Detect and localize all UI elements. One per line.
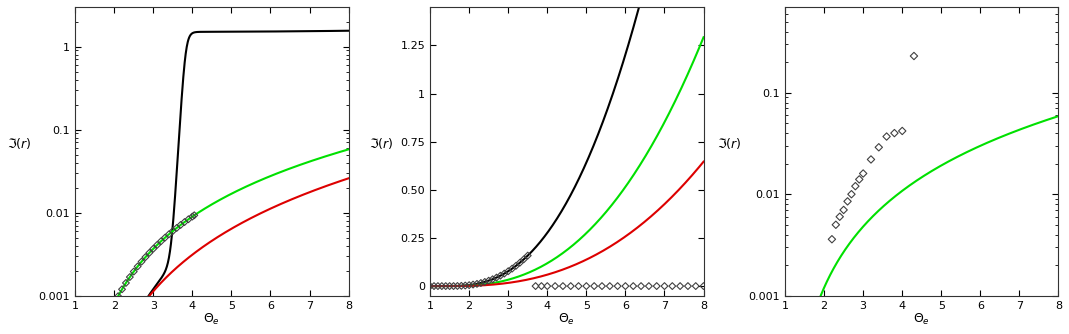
Point [515,257,532,262]
Point [508,263,525,269]
Point [156,235,173,240]
Point [125,269,142,274]
Point [137,255,154,260]
Point [180,217,197,222]
Point [468,281,485,287]
Point [425,284,443,289]
Point [133,259,150,264]
X-axis label: $\Theta_e$: $\Theta_e$ [558,312,575,327]
Point [118,280,135,286]
Point [570,284,587,289]
X-axis label: $\Theta_e$: $\Theta_e$ [203,312,220,327]
Point [593,284,610,289]
Point [437,284,454,289]
Point [562,284,579,289]
Point [186,213,203,218]
Point [476,279,493,285]
Point [680,284,697,289]
Point [851,177,868,182]
Point [499,269,516,274]
Point [695,284,712,289]
Point [421,284,438,289]
Point [842,191,859,197]
Point [532,284,549,289]
Point [492,273,509,278]
Point [527,284,544,289]
Point [456,283,474,288]
Point [578,284,595,289]
Point [664,284,681,289]
Point [839,199,856,204]
X-axis label: $\Theta_e$: $\Theta_e$ [913,312,930,327]
Point [461,283,478,288]
Point [520,253,537,258]
Point [165,228,182,234]
Point [624,284,641,289]
Point [445,283,462,289]
Point [539,284,556,289]
Point [109,294,126,299]
Point [184,214,201,219]
Point [847,183,864,189]
Point [172,222,189,227]
Point [863,157,880,162]
Point [894,128,911,134]
Point [176,219,193,225]
Point [609,284,626,289]
Point [617,284,634,289]
Point [465,282,482,287]
Point [129,264,146,269]
Point [511,260,528,265]
Point [503,266,521,271]
Point [484,277,501,282]
Y-axis label: $\Im(r)$: $\Im(r)$ [717,136,742,151]
Point [453,283,470,289]
Point [601,284,618,289]
Point [854,171,871,176]
Point [656,284,673,289]
Point [106,301,123,306]
Point [878,134,895,139]
Y-axis label: $\Im(r)$: $\Im(r)$ [6,136,31,151]
Point [827,222,845,227]
Point [487,275,505,280]
Point [433,284,450,289]
Point [546,284,563,289]
Point [823,236,840,242]
Point [160,231,177,237]
Point [886,131,903,136]
Point [671,284,688,289]
Point [430,284,447,289]
Y-axis label: $\Im(r)$: $\Im(r)$ [369,136,393,151]
Point [496,271,513,276]
Point [149,242,166,247]
Point [441,284,459,289]
Point [121,275,138,280]
Point [633,284,650,289]
Point [555,284,572,289]
Point [144,246,161,252]
Point [687,284,704,289]
Point [141,250,158,256]
Point [648,284,665,289]
Point [835,207,852,213]
Point [113,287,130,292]
Point [832,214,849,219]
Point [870,145,887,150]
Point [480,278,497,283]
Point [168,225,185,230]
Point [586,284,603,289]
Point [449,283,466,289]
Point [640,284,657,289]
Point [905,53,923,59]
Point [153,238,170,244]
Point [472,280,490,286]
